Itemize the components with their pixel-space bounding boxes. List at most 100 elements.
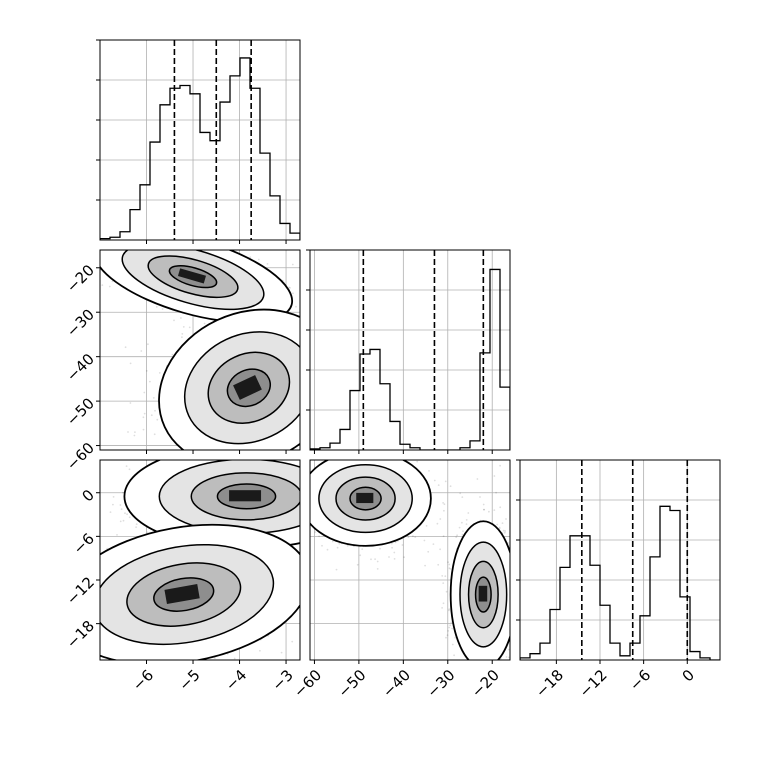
scatter-point: [305, 311, 307, 313]
scatter-point: [311, 467, 313, 469]
scatter-point: [128, 468, 131, 471]
scatter-point: [306, 524, 308, 526]
scatter-point: [60, 577, 62, 579]
scatter-point: [180, 317, 182, 319]
scatter-point: [504, 530, 507, 532]
scatter-point: [188, 242, 190, 244]
scatter-point: [302, 530, 304, 532]
scatter-point: [138, 662, 140, 664]
scatter-point: [393, 424, 395, 426]
scatter-point: [91, 238, 93, 240]
scatter-point: [497, 671, 499, 673]
scatter-point: [516, 653, 518, 655]
scatter-point: [379, 446, 381, 448]
scatter-point: [306, 401, 308, 403]
scatter-point: [338, 336, 340, 338]
scatter-point: [295, 305, 297, 308]
scatter-point: [97, 617, 99, 619]
x-tick-label: −50: [335, 666, 370, 701]
scatter-point: [127, 431, 129, 433]
scatter-point: [502, 529, 505, 532]
scatter-point: [507, 648, 510, 651]
scatter-point: [222, 453, 224, 455]
scatter-point: [325, 565, 327, 567]
scatter-point: [342, 336, 344, 338]
scatter-point: [439, 518, 442, 520]
scatter-point: [158, 372, 161, 374]
y-tick-label: −40: [63, 350, 98, 385]
scatter-point: [432, 543, 435, 545]
scatter-point: [302, 478, 304, 480]
scatter-point: [94, 279, 96, 281]
scatter-point: [91, 244, 93, 246]
scatter-point: [210, 243, 212, 245]
scatter-point: [384, 447, 386, 449]
scatter-point: [480, 662, 482, 664]
scatter-point: [512, 553, 514, 555]
scatter-point: [302, 378, 304, 380]
panel-content: [310, 250, 510, 450]
scatter-point: [124, 243, 126, 245]
scatter-point: [307, 536, 309, 538]
scatter-point: [391, 546, 393, 549]
scatter-point: [76, 652, 78, 654]
scatter-point: [341, 373, 343, 375]
scatter-point: [465, 523, 468, 525]
scatter-point: [66, 626, 68, 628]
scatter-point: [360, 451, 362, 453]
scatter-point: [390, 456, 392, 458]
scatter-point: [334, 587, 336, 589]
scatter-point: [324, 543, 326, 545]
scatter-point: [233, 657, 236, 660]
scatter-point: [360, 583, 362, 585]
scatter-point: [83, 237, 85, 239]
scatter-point: [137, 179, 139, 181]
scatter-point: [508, 656, 510, 659]
scatter-point: [327, 581, 329, 583]
scatter-point: [332, 321, 334, 323]
scatter-point: [304, 324, 306, 326]
scatter-point: [325, 427, 327, 429]
scatter-point: [315, 390, 317, 392]
scatter-point: [356, 455, 358, 457]
density-panel-1-2: −60 −50 −40 −30 −20: [290, 424, 518, 701]
histogram-panel-0: [96, 39, 301, 244]
scatter-point: [336, 295, 338, 297]
density-panel-0-1: −60 −50 −40 −30 −20: [63, 179, 348, 474]
scatter-point: [238, 458, 240, 460]
y-tick-label: −30: [63, 306, 98, 341]
scatter-point: [164, 222, 166, 224]
scatter-point: [505, 518, 507, 520]
scatter-point: [346, 353, 348, 355]
scatter-point: [301, 550, 303, 552]
scatter-point: [267, 456, 269, 458]
scatter-point: [449, 485, 452, 488]
scatter-point: [424, 564, 426, 567]
scatter-point: [308, 503, 310, 505]
scatter-point: [311, 306, 313, 308]
scatter-point: [129, 244, 131, 246]
scatter-point: [223, 457, 225, 459]
scatter-point: [47, 583, 49, 585]
scatter-point: [366, 457, 368, 459]
scatter-point: [437, 563, 440, 566]
scatter-point: [165, 452, 167, 454]
panel-frame: [99, 39, 301, 241]
scatter-point: [179, 453, 181, 455]
scatter-point: [305, 581, 307, 583]
scatter-point: [116, 534, 118, 536]
scatter-point: [155, 242, 157, 244]
scatter-point: [449, 568, 452, 570]
scatter-point: [316, 546, 318, 548]
x-tick-label: −6: [129, 666, 157, 694]
scatter-point: [348, 448, 350, 450]
scatter-point: [511, 589, 513, 591]
scatter-point: [255, 456, 257, 458]
scatter-point: [505, 656, 508, 658]
scatter-point: [483, 508, 485, 511]
scatter-point: [328, 444, 330, 446]
x-tick-label: −30: [423, 666, 458, 701]
scatter-point: [142, 428, 145, 431]
panel-frame: [309, 459, 511, 661]
density-peak: [229, 490, 262, 502]
